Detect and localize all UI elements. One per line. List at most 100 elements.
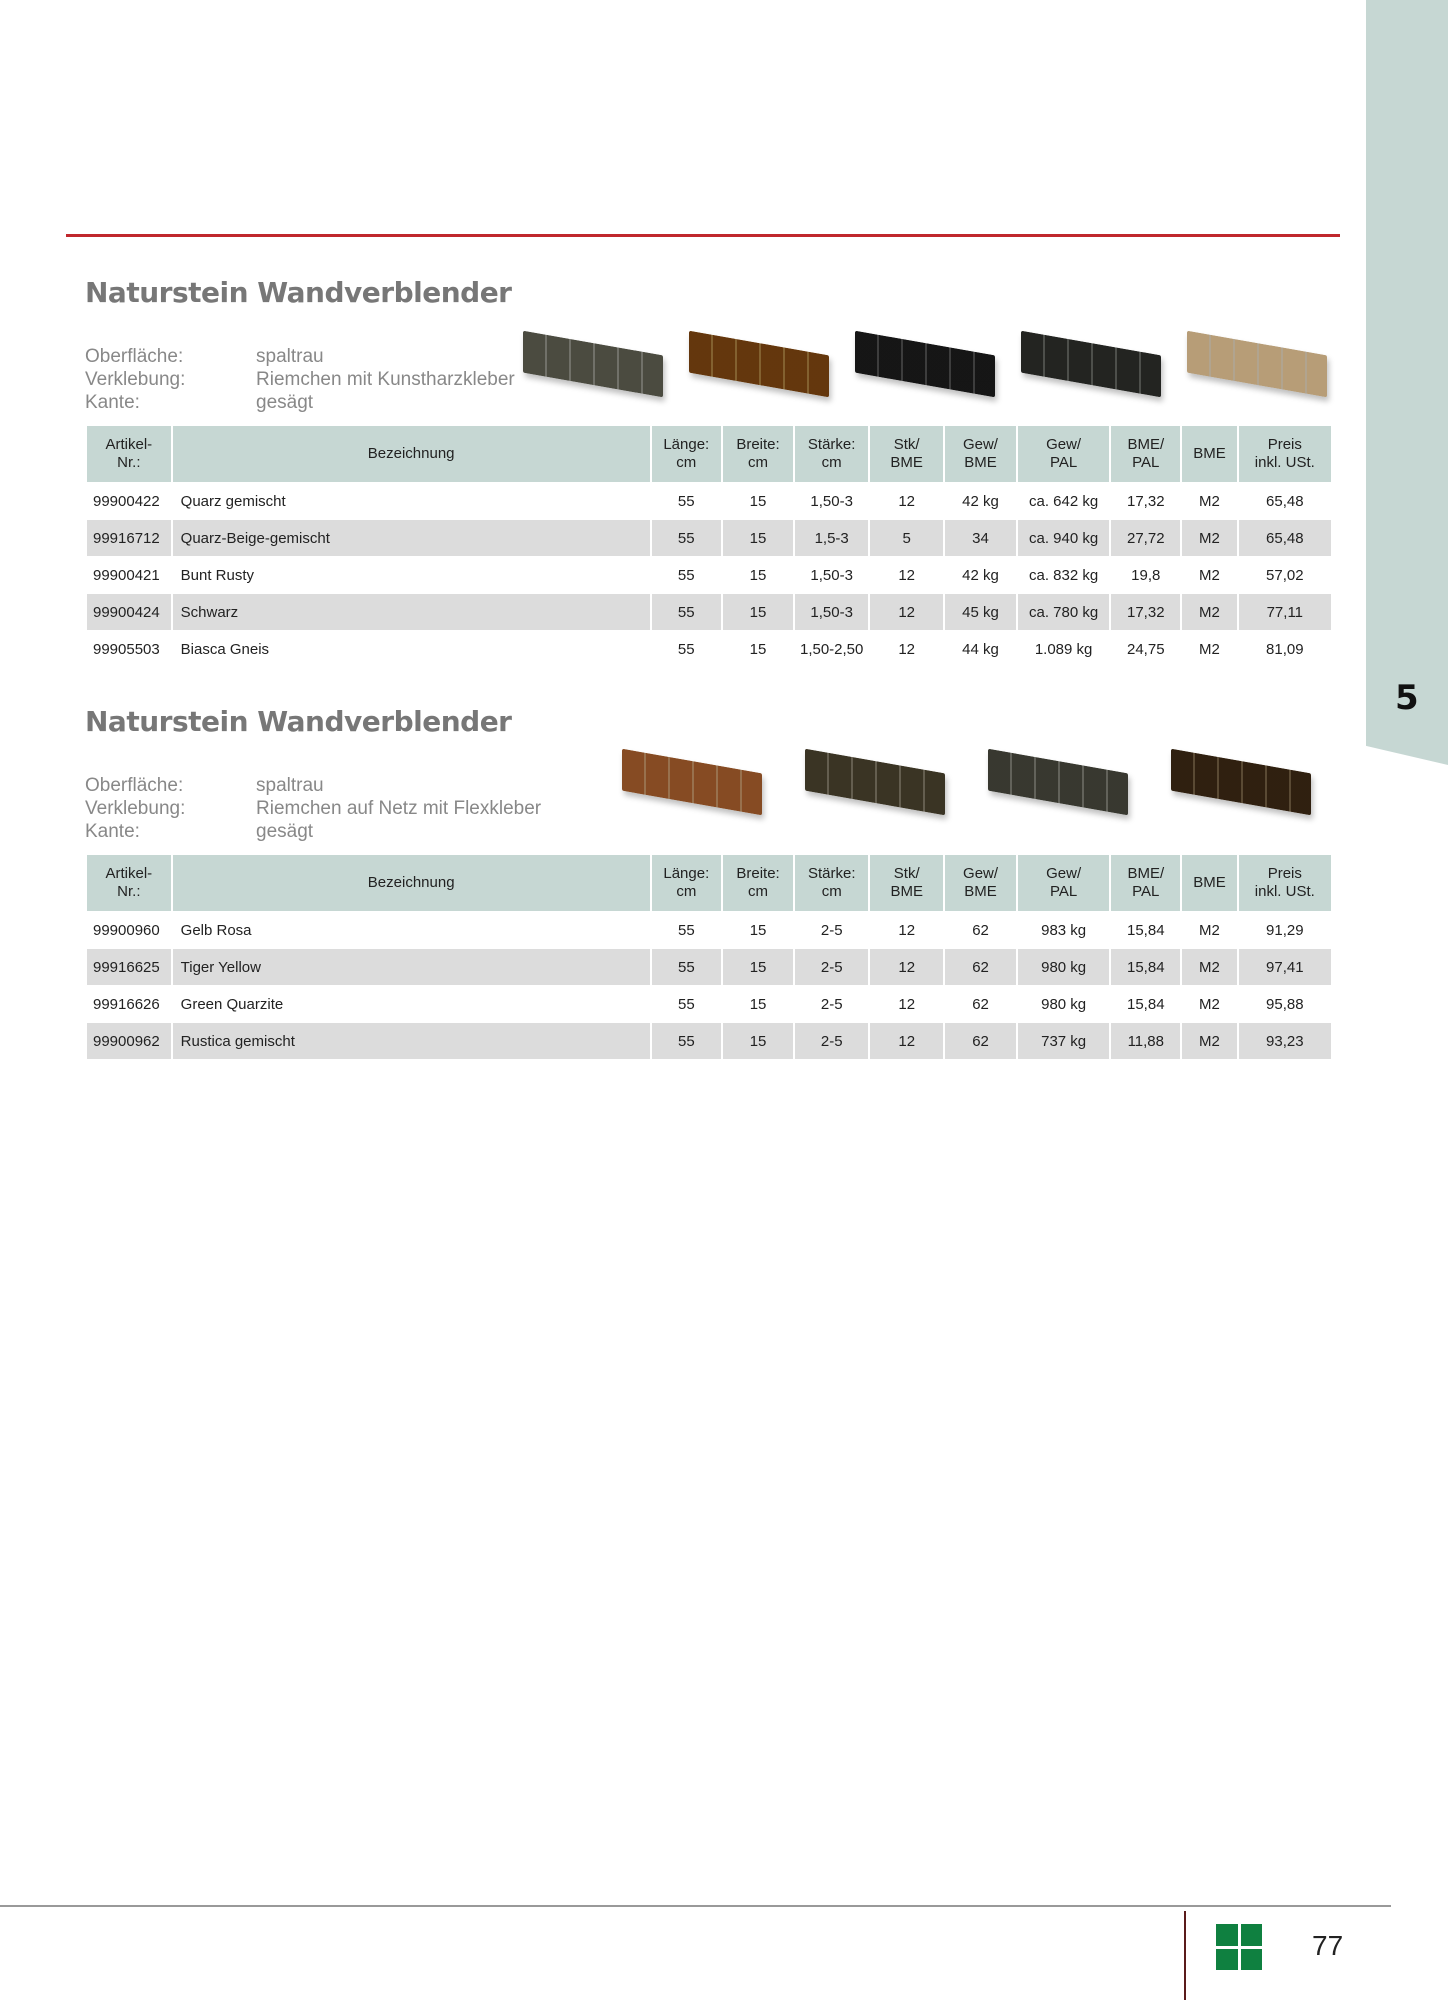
stone-sample-image xyxy=(523,330,663,398)
table-cell: 55 xyxy=(651,911,721,948)
info-label: Kante: xyxy=(85,392,140,413)
table-cell: 97,41 xyxy=(1238,948,1331,985)
column-header: Stärke: cm xyxy=(795,855,869,911)
info-row: Oberfläche: spaltrau xyxy=(85,345,515,368)
product-info: Oberfläche: spaltrau Verklebung: Riemchen m… xyxy=(85,345,515,414)
column-header: Stk/ BME xyxy=(870,426,944,482)
info-label: Oberfläche: xyxy=(85,346,184,367)
table-cell: 91,29 xyxy=(1238,911,1331,948)
column-header: Stärke: cm xyxy=(795,426,869,482)
column-header: Länge: cm xyxy=(651,855,721,911)
table-cell: 15,84 xyxy=(1111,948,1181,985)
brand-logo-icon xyxy=(1216,1924,1262,1970)
column-header: Artikel- Nr.: xyxy=(87,426,171,482)
table-cell: 77,11 xyxy=(1238,593,1331,630)
table-cell: 17,32 xyxy=(1111,593,1181,630)
table-header: Artikel- Nr.: Bezeichnung Länge: cm Breite:… xyxy=(87,855,1331,911)
column-header: Breite: cm xyxy=(722,426,794,482)
stone-sample-image xyxy=(1171,748,1312,816)
table-cell: 55 xyxy=(651,593,721,630)
table-cell: 81,09 xyxy=(1238,630,1331,667)
column-header: Preis inkl. USt. xyxy=(1238,426,1331,482)
info-label: Kante: xyxy=(85,821,140,842)
table-cell: 24,75 xyxy=(1111,630,1181,667)
product-info: Oberfläche: spaltrau Verklebung: Riemchen a… xyxy=(85,774,541,843)
column-header: Länge: cm xyxy=(651,426,721,482)
column-header: Stk/ BME xyxy=(870,855,944,911)
stone-sample-image xyxy=(804,748,945,816)
table-cell: Quarz-Beige-gemischt xyxy=(172,519,650,556)
table-cell: 737 kg xyxy=(1018,1022,1110,1059)
table-cell: 2-5 xyxy=(795,1022,869,1059)
table-cell: Schwarz xyxy=(172,593,650,630)
table-cell: M2 xyxy=(1182,948,1237,985)
table-cell: ca. 642 kg xyxy=(1017,482,1110,519)
table-cell: 99900960 xyxy=(87,911,171,948)
table-cell: 99900422 xyxy=(87,482,171,519)
table-cell: 55 xyxy=(651,948,721,985)
product-table: Artikel- Nr.: Bezeichnung Länge: cm Breite:… xyxy=(85,855,1333,1059)
info-label: Verklebung: xyxy=(85,798,186,819)
table-cell: 15,84 xyxy=(1111,911,1181,948)
table-cell: 983 kg xyxy=(1018,911,1110,948)
table-cell: 42 kg xyxy=(945,482,1016,519)
column-header: Artikel- Nr.: xyxy=(87,855,171,911)
table-cell: 2-5 xyxy=(795,985,869,1022)
table-cell: 15 xyxy=(722,985,794,1022)
table-cell: M2 xyxy=(1182,519,1237,556)
table-cell: 45 kg xyxy=(945,593,1016,630)
table-cell: 44 kg xyxy=(945,630,1016,667)
header-divider xyxy=(66,234,1340,237)
table-cell: 12 xyxy=(870,593,944,630)
table-cell: Gelb Rosa xyxy=(172,911,650,948)
column-header: Gew/ PAL xyxy=(1018,855,1110,911)
chapter-number: 5 xyxy=(1395,678,1419,718)
table-cell: 980 kg xyxy=(1018,948,1110,985)
table-cell: 99905503 xyxy=(87,630,171,667)
table-row: 99916626 Green Quarzite 55 15 2-5 12 62 980 kg 1… xyxy=(87,985,1331,1022)
table-cell: M2 xyxy=(1182,556,1237,593)
table-cell: 15 xyxy=(722,556,794,593)
table-cell: 15 xyxy=(722,482,794,519)
section-title: Naturstein Wandverblender xyxy=(85,276,512,309)
table-cell: 15 xyxy=(722,519,794,556)
table-cell: M2 xyxy=(1182,593,1237,630)
table-cell: ca. 780 kg xyxy=(1017,593,1110,630)
column-header: Breite: cm xyxy=(722,855,794,911)
table-cell: 12 xyxy=(870,556,944,593)
column-header: Preis inkl. USt. xyxy=(1238,855,1331,911)
table-cell: 57,02 xyxy=(1238,556,1331,593)
table-cell: M2 xyxy=(1182,1022,1237,1059)
stone-sample-image xyxy=(1021,330,1161,398)
page-number: 77 xyxy=(1312,1930,1344,1961)
table-cell: 62 xyxy=(945,985,1016,1022)
info-value: spaltrau xyxy=(256,346,324,367)
table-cell: 1,50-3 xyxy=(795,482,869,519)
table-row: 99916625 Tiger Yellow 55 15 2-5 12 62 980 kg 15,… xyxy=(87,948,1331,985)
table-row: 99900421 Bunt Rusty 55 15 1,50-3 12 42 kg ca. 8… xyxy=(87,556,1331,593)
table-cell: Tiger Yellow xyxy=(172,948,650,985)
column-header: BME/ PAL xyxy=(1111,855,1181,911)
table-cell: 99916625 xyxy=(87,948,171,985)
column-header: BME/ PAL xyxy=(1111,426,1181,482)
table-cell: 15,84 xyxy=(1111,985,1181,1022)
table-cell: 15 xyxy=(722,948,794,985)
table-cell: 1,5-3 xyxy=(795,519,869,556)
stone-sample-image xyxy=(1187,330,1327,398)
table-cell: Quarz gemischt xyxy=(172,482,650,519)
table-cell: 12 xyxy=(870,482,944,519)
product-table: Artikel- Nr.: Bezeichnung Länge: cm Breite:… xyxy=(85,426,1333,667)
table-cell: 980 kg xyxy=(1018,985,1110,1022)
table-cell: 11,88 xyxy=(1111,1022,1181,1059)
info-value: Riemchen mit Kunstharzkleber xyxy=(256,369,515,390)
column-header: Gew/ BME xyxy=(945,426,1016,482)
table-cell: 15 xyxy=(722,911,794,948)
table-cell: 1,50-3 xyxy=(795,593,869,630)
table-cell: M2 xyxy=(1182,911,1237,948)
info-row: Verklebung: Riemchen mit Kunstharzkleber xyxy=(85,368,515,391)
product-images xyxy=(510,319,1340,409)
table-cell: 5 xyxy=(870,519,944,556)
info-row: Oberfläche: spaltrau xyxy=(85,774,541,797)
column-header: Gew/ PAL xyxy=(1017,426,1110,482)
table-row: 99916712 Quarz-Beige-gemischt 55 15 1,5-3 5 34… xyxy=(87,519,1331,556)
